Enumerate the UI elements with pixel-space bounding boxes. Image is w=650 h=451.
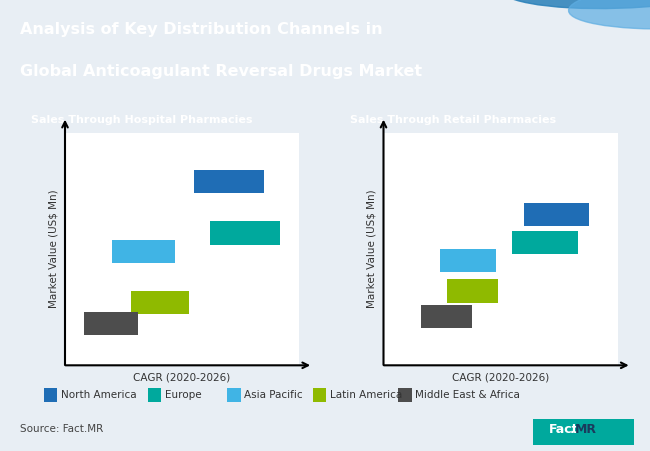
X-axis label: CAGR (2020-2026): CAGR (2020-2026) xyxy=(452,372,549,382)
Y-axis label: Market Value (US$ Mn): Market Value (US$ Mn) xyxy=(367,190,376,308)
FancyBboxPatch shape xyxy=(447,279,498,303)
FancyBboxPatch shape xyxy=(439,249,496,272)
FancyBboxPatch shape xyxy=(227,388,240,401)
Text: Source: Fact.MR: Source: Fact.MR xyxy=(20,423,103,434)
FancyBboxPatch shape xyxy=(512,230,578,254)
FancyBboxPatch shape xyxy=(398,388,411,401)
Text: Europe: Europe xyxy=(165,390,202,400)
Text: Fact: Fact xyxy=(549,423,578,437)
Text: Latin America: Latin America xyxy=(330,390,402,400)
X-axis label: CAGR (2020-2026): CAGR (2020-2026) xyxy=(133,372,231,382)
FancyBboxPatch shape xyxy=(210,221,280,244)
FancyBboxPatch shape xyxy=(421,305,473,328)
FancyBboxPatch shape xyxy=(313,388,326,401)
Text: MR: MR xyxy=(575,423,597,437)
Text: Sales Through Retail Pharmacies: Sales Through Retail Pharmacies xyxy=(350,115,556,124)
FancyBboxPatch shape xyxy=(194,170,264,193)
Text: Sales Through Hospital Pharmacies: Sales Through Hospital Pharmacies xyxy=(31,115,252,124)
FancyBboxPatch shape xyxy=(112,240,175,263)
Text: Analysis of Key Distribution Channels in: Analysis of Key Distribution Channels in xyxy=(20,22,382,37)
FancyBboxPatch shape xyxy=(131,291,189,314)
Ellipse shape xyxy=(569,0,650,29)
FancyBboxPatch shape xyxy=(148,388,161,401)
FancyBboxPatch shape xyxy=(524,202,590,226)
Text: Middle East & Africa: Middle East & Africa xyxy=(415,390,520,400)
Text: Asia Pacific: Asia Pacific xyxy=(244,390,303,400)
Text: North America: North America xyxy=(61,390,136,400)
FancyBboxPatch shape xyxy=(533,419,634,445)
Text: Global Anticoagulant Reversal Drugs Market: Global Anticoagulant Reversal Drugs Mark… xyxy=(20,64,422,79)
Text: .: . xyxy=(570,423,575,437)
FancyBboxPatch shape xyxy=(84,312,138,335)
Y-axis label: Market Value (US$ Mn): Market Value (US$ Mn) xyxy=(48,190,58,308)
Ellipse shape xyxy=(499,0,650,9)
FancyBboxPatch shape xyxy=(44,388,57,401)
